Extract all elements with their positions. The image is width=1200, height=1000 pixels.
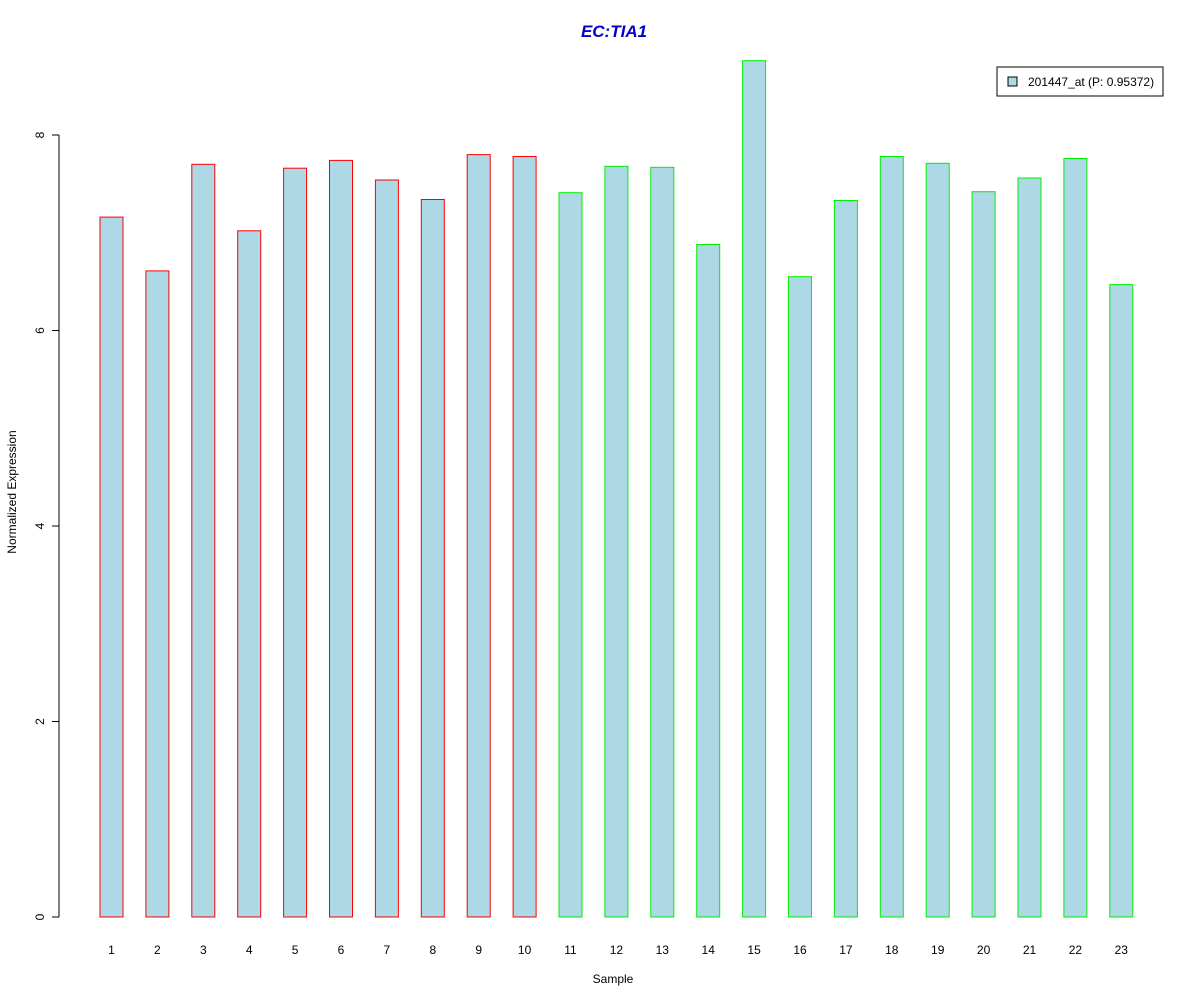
bar-sample-9 <box>466 154 491 918</box>
legend-swatch <box>1007 76 1018 87</box>
bar-sample-6 <box>329 159 353 918</box>
bar-sample-16 <box>788 276 812 918</box>
bar-sample-12 <box>604 165 629 918</box>
bar-sample-22 <box>1063 158 1088 918</box>
bar-sample-18 <box>879 156 904 918</box>
y-tick-label: 6 <box>33 327 47 334</box>
x-axis-title: Sample <box>593 972 634 986</box>
bar-sample-19 <box>925 162 950 918</box>
y-tick-label: 2 <box>33 718 47 725</box>
x-tick-label: 17 <box>839 943 853 957</box>
chart-title: EC:TIA1 <box>581 22 647 41</box>
bar-series <box>99 60 1134 918</box>
x-tick-label: 8 <box>429 943 436 957</box>
bar-sample-5 <box>283 167 308 918</box>
bar-sample-10 <box>512 156 537 918</box>
legend-label: 201447_at (P: 0.95372) <box>1028 75 1154 89</box>
bar-sample-17 <box>833 200 858 918</box>
bar-sample-8 <box>420 199 445 918</box>
y-tick-label: 8 <box>33 131 47 138</box>
bar-sample-14 <box>696 244 721 918</box>
bar-sample-20 <box>971 191 996 918</box>
y-axis: 0 2 4 6 8 <box>33 131 60 920</box>
bar-sample-3 <box>191 163 216 918</box>
legend: 201447_at (P: 0.95372) <box>996 66 1164 97</box>
x-tick-label: 9 <box>475 943 482 957</box>
x-tick-label: 21 <box>1023 943 1037 957</box>
x-tick-label: 6 <box>338 943 345 957</box>
bar-sample-2 <box>145 270 170 918</box>
y-tick-label: 0 <box>33 913 47 920</box>
x-tick-label: 22 <box>1069 943 1083 957</box>
bar-sample-11 <box>558 192 583 918</box>
x-tick-label: 4 <box>246 943 253 957</box>
bar-sample-21 <box>1017 177 1042 918</box>
x-tick-label: 18 <box>885 943 899 957</box>
x-tick-label: 1 <box>108 943 115 957</box>
x-tick-label: 11 <box>564 943 577 957</box>
x-tick-label: 12 <box>610 943 624 957</box>
x-tick-label: 16 <box>793 943 807 957</box>
x-tick-label: 10 <box>518 943 532 957</box>
x-tick-label: 7 <box>384 943 391 957</box>
x-tick-label: 14 <box>702 943 716 957</box>
legend-box <box>996 66 1164 97</box>
x-tick-label: 23 <box>1115 943 1129 957</box>
x-tick-label: 13 <box>656 943 670 957</box>
bar-sample-13 <box>650 166 675 918</box>
bar-sample-7 <box>374 179 399 918</box>
bar-sample-15 <box>742 60 767 918</box>
x-tick-label: 15 <box>747 943 761 957</box>
x-tick-label: 5 <box>292 943 299 957</box>
y-axis-title: Normalized Expression <box>5 430 19 553</box>
x-tick-label: 19 <box>931 943 945 957</box>
x-axis-tick-labels: 1 2 3 4 5 6 7 8 9 10 11 12 13 14 15 16 17 18 19 20 21 22 23 <box>108 943 1128 957</box>
x-tick-label: 20 <box>977 943 991 957</box>
x-tick-label: 2 <box>154 943 161 957</box>
bar-sample-1 <box>99 216 124 918</box>
y-tick-label: 4 <box>33 522 47 529</box>
bar-sample-23 <box>1109 284 1134 918</box>
x-tick-label: 3 <box>200 943 207 957</box>
bar-sample-4 <box>237 230 262 918</box>
